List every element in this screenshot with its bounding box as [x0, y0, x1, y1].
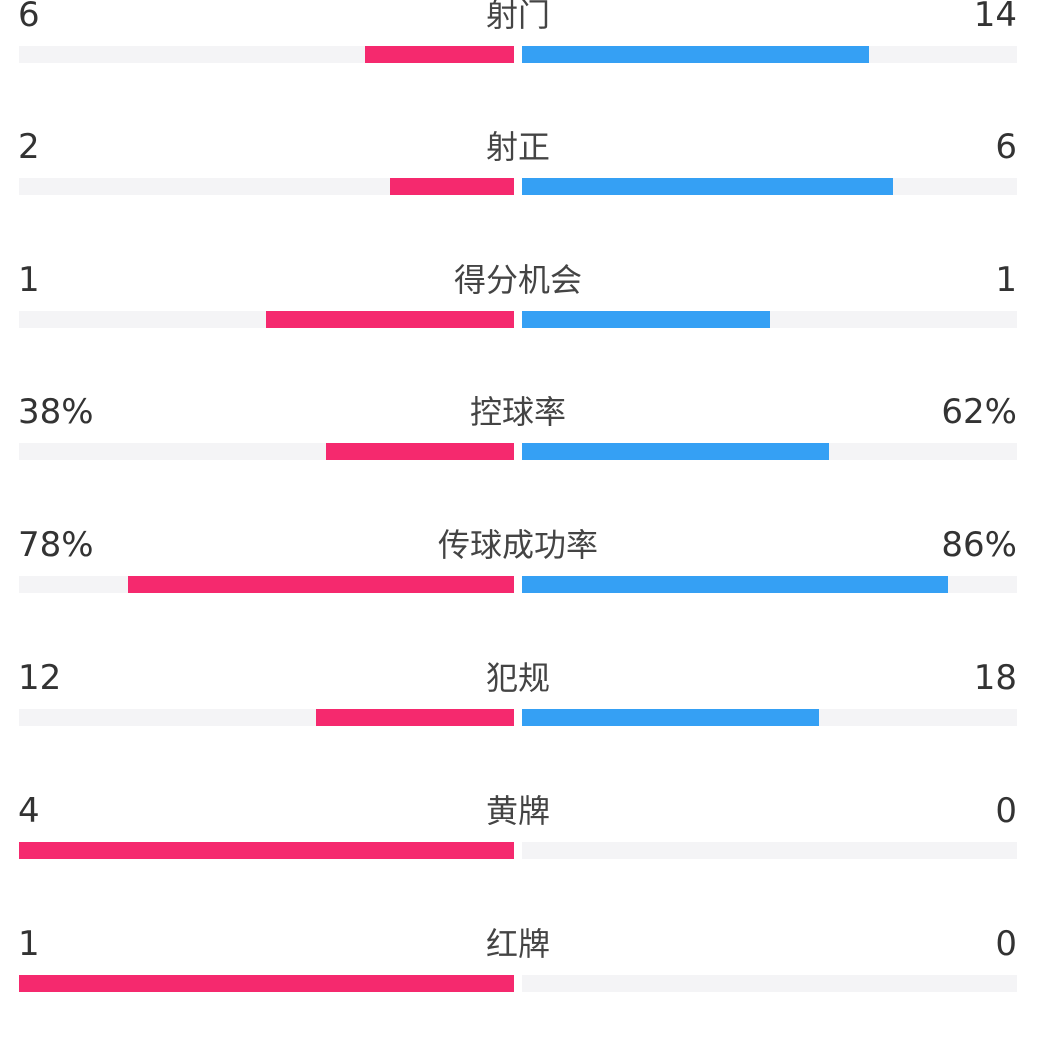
stat-label: 射门	[485, 0, 550, 34]
away-bar	[522, 443, 829, 460]
home-bar-track	[19, 975, 514, 992]
away-bar-track	[522, 709, 1017, 726]
home-bar-track	[19, 46, 514, 63]
away-value: 0	[995, 924, 1017, 964]
stat-label: 传球成功率	[437, 526, 598, 564]
away-bar	[522, 178, 893, 195]
away-bar	[522, 46, 869, 63]
home-bar-track	[19, 576, 514, 593]
away-bar-track	[522, 46, 1017, 63]
home-value: 2	[18, 127, 40, 167]
stat-label: 犯规	[485, 659, 550, 697]
home-bar	[326, 443, 514, 460]
stat-row: 78% 传球成功率 86%	[0, 523, 1057, 656]
stat-row: 38% 控球率 62%	[0, 390, 1057, 523]
stat-row: 6 射门 14	[0, 0, 1057, 126]
away-value: 62%	[941, 392, 1017, 432]
home-bar	[19, 842, 514, 859]
home-value: 12	[18, 658, 62, 698]
stat-label: 控球率	[469, 393, 566, 431]
home-value: 1	[18, 260, 40, 300]
stat-row: 12 犯规 18	[0, 656, 1057, 789]
home-bar	[316, 709, 514, 726]
home-bar	[266, 311, 514, 328]
home-value: 78%	[18, 525, 94, 565]
stat-label: 黄牌	[485, 792, 550, 830]
away-value: 18	[973, 658, 1017, 698]
home-value: 1	[18, 924, 40, 964]
away-bar-track	[522, 975, 1017, 992]
stat-row: 2 射正 6	[0, 125, 1057, 258]
away-bar	[522, 576, 948, 593]
home-bar-track	[19, 178, 514, 195]
home-bar	[19, 975, 514, 992]
stat-label: 红牌	[485, 925, 550, 963]
away-bar-track	[522, 311, 1017, 328]
home-value: 38%	[18, 392, 94, 432]
away-value: 6	[995, 127, 1017, 167]
away-value: 86%	[941, 525, 1017, 565]
away-value: 14	[973, 0, 1017, 35]
match-stats-chart: 6 射门 14 2 射正 6 1 得分机会 1 38% 控球率 62% 78% 传球成功率 86% 12 犯规 1…	[0, 0, 1057, 992]
away-bar-track	[522, 576, 1017, 593]
home-bar-track	[19, 709, 514, 726]
away-value: 0	[995, 791, 1017, 831]
stat-label: 得分机会	[453, 261, 582, 299]
stat-row: 4 黄牌 0	[0, 789, 1057, 922]
stat-row: 1 红牌 0	[0, 922, 1057, 1055]
home-bar	[365, 46, 514, 63]
home-bar-track	[19, 842, 514, 859]
away-bar-track	[522, 842, 1017, 859]
away-bar	[522, 709, 819, 726]
away-bar-track	[522, 178, 1017, 195]
away-bar-track	[522, 443, 1017, 460]
away-bar	[522, 311, 770, 328]
home-bar	[128, 576, 514, 593]
home-value: 6	[18, 0, 40, 35]
home-bar-track	[19, 443, 514, 460]
home-bar-track	[19, 311, 514, 328]
away-value: 1	[995, 260, 1017, 300]
home-value: 4	[18, 791, 40, 831]
home-bar	[390, 178, 514, 195]
stat-label: 射正	[485, 128, 550, 166]
stat-row: 1 得分机会 1	[0, 258, 1057, 391]
